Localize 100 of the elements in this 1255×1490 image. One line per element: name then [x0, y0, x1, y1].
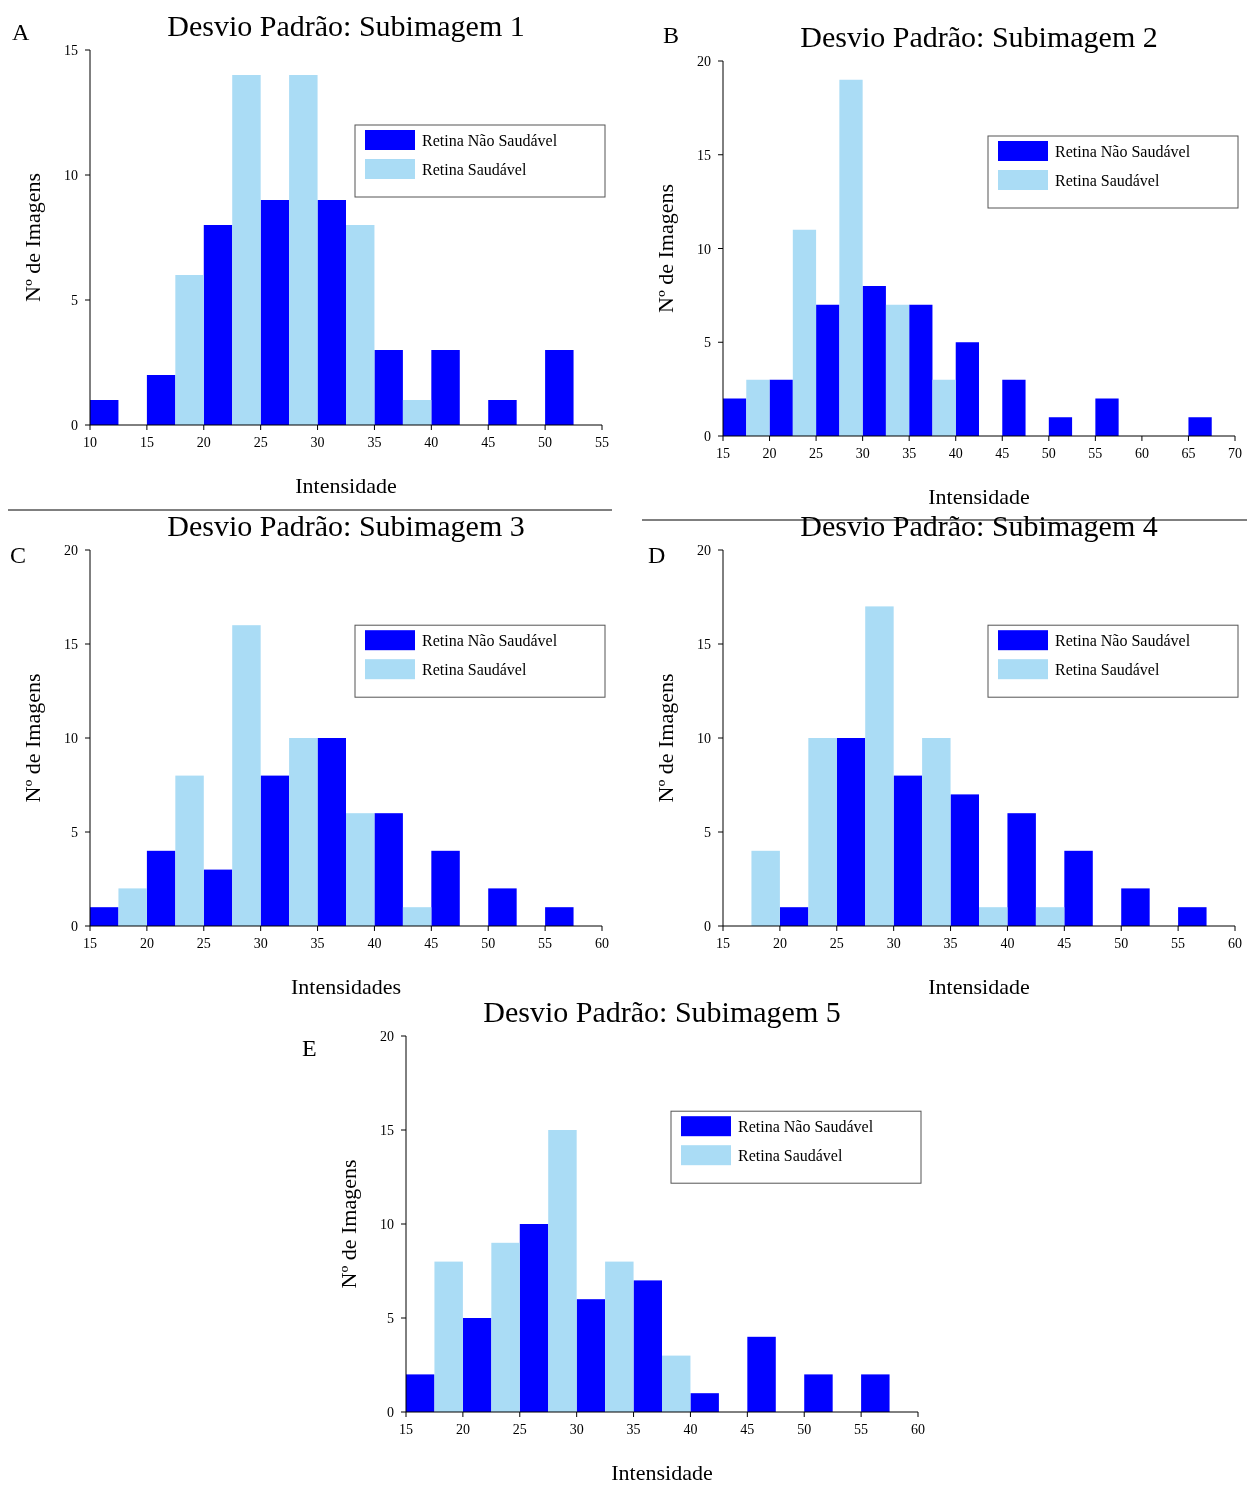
y-tick-label: 0: [71, 418, 78, 433]
bar: [909, 304, 933, 436]
bar: [885, 304, 910, 436]
x-tick-label: 55: [1171, 936, 1186, 951]
x-tick-label: 50: [1041, 446, 1056, 461]
x-tick-label: 35: [902, 446, 917, 461]
bar: [519, 1224, 549, 1412]
bar: [1178, 907, 1207, 926]
y-axis-title: Nº de Imagens: [653, 183, 678, 314]
y-axis-title: Nº de Imagens: [20, 172, 45, 303]
bar: [488, 888, 517, 926]
bar: [779, 907, 809, 926]
bar: [90, 400, 119, 425]
text: A: [12, 19, 30, 45]
x-tick-label: 45: [740, 1422, 755, 1437]
bar: [146, 375, 176, 425]
y-tick-label: 20: [64, 543, 78, 558]
bar: [865, 606, 894, 926]
text: E: [302, 1035, 317, 1061]
bar: [955, 342, 979, 436]
bar: [804, 1374, 833, 1412]
legend-label: Retina Não Saudável: [738, 1118, 874, 1136]
bar: [402, 907, 432, 926]
bar: [175, 275, 204, 425]
bar: [1064, 850, 1093, 926]
x-tick-label: 50: [1114, 936, 1129, 951]
x-tick-label: 55: [595, 435, 609, 450]
x-tick-label: 30: [569, 1422, 584, 1437]
x-tick-label: 60: [1134, 446, 1149, 461]
x-tick-label: 60: [911, 1422, 925, 1437]
x-tick-label: 25: [512, 1422, 527, 1437]
x-tick-label: 70: [1228, 446, 1242, 461]
bar: [374, 813, 403, 926]
y-tick-label: 20: [380, 1029, 394, 1044]
y-tick-label: 10: [64, 731, 78, 746]
bar: [232, 75, 261, 425]
x-tick-label: 15: [139, 435, 154, 450]
chart-title: Desvio Padrão: Subimagem 5: [483, 995, 841, 1028]
bar: [260, 775, 290, 926]
y-tick-label: 20: [697, 54, 711, 69]
x-tick-label: 50: [538, 435, 553, 450]
x-tick-label: 20: [772, 936, 787, 951]
bar: [836, 738, 866, 926]
x-axis-title: Intensidade: [928, 484, 1030, 509]
bar: [1095, 398, 1119, 436]
legend-label: Retina Não Saudável: [422, 132, 558, 149]
chart-title: Desvio Padrão: Subimagem 3: [167, 509, 525, 542]
bar: [488, 400, 517, 425]
bar: [146, 850, 176, 926]
x-axis-title: Intensidade: [611, 1460, 713, 1485]
bar: [769, 379, 793, 436]
bar: [723, 398, 747, 436]
legend-label: Retina Saudável: [738, 1147, 843, 1165]
x-tick-label: 35: [310, 936, 325, 951]
bar: [662, 1355, 691, 1412]
bar: [605, 1261, 634, 1412]
x-tick-label: 40: [948, 446, 963, 461]
y-tick-label: 5: [387, 1311, 394, 1326]
bar: [1121, 888, 1150, 926]
bar: [406, 1374, 435, 1412]
bar: [118, 888, 147, 926]
x-tick-label: 50: [481, 936, 496, 951]
y-tick-label: 15: [697, 637, 711, 652]
bar: [374, 350, 403, 425]
bar: [633, 1280, 662, 1412]
chart-title: Desvio Padrão: Subimagem 2: [800, 20, 1158, 53]
bar: [1035, 907, 1065, 926]
x-tick-label: 55: [854, 1422, 869, 1437]
x-tick-label: 55: [538, 936, 553, 951]
text: C: [10, 542, 27, 568]
x-tick-label: 60: [595, 936, 609, 951]
legend-label: Retina Não Saudável: [1055, 632, 1191, 650]
bar: [260, 200, 290, 425]
y-tick-label: 0: [387, 1405, 394, 1420]
x-tick-label: 20: [139, 936, 154, 951]
x-tick-label: 45: [1057, 936, 1072, 951]
bar: [431, 850, 460, 926]
x-tick-label: 40: [1000, 936, 1015, 951]
bar: [317, 738, 346, 926]
bar: [576, 1299, 606, 1412]
y-tick-label: 10: [64, 168, 78, 183]
y-tick-label: 15: [64, 43, 78, 58]
y-tick-label: 5: [704, 825, 711, 840]
x-axis-title: Intensidades: [291, 974, 401, 999]
x-tick-label: 55: [1088, 446, 1103, 461]
bar: [232, 625, 261, 926]
y-tick-label: 15: [64, 637, 78, 652]
bar: [862, 286, 886, 436]
y-tick-label: 5: [704, 335, 711, 351]
bar: [932, 379, 956, 436]
text: B: [663, 22, 680, 48]
bar: [893, 775, 923, 926]
bar: [1188, 417, 1212, 436]
y-tick-label: 0: [704, 429, 711, 444]
bar: [746, 379, 770, 436]
x-tick-label: 30: [253, 936, 268, 951]
bar: [979, 907, 1008, 926]
bar: [1007, 813, 1036, 926]
bar: [548, 1130, 577, 1412]
bar: [402, 400, 432, 425]
